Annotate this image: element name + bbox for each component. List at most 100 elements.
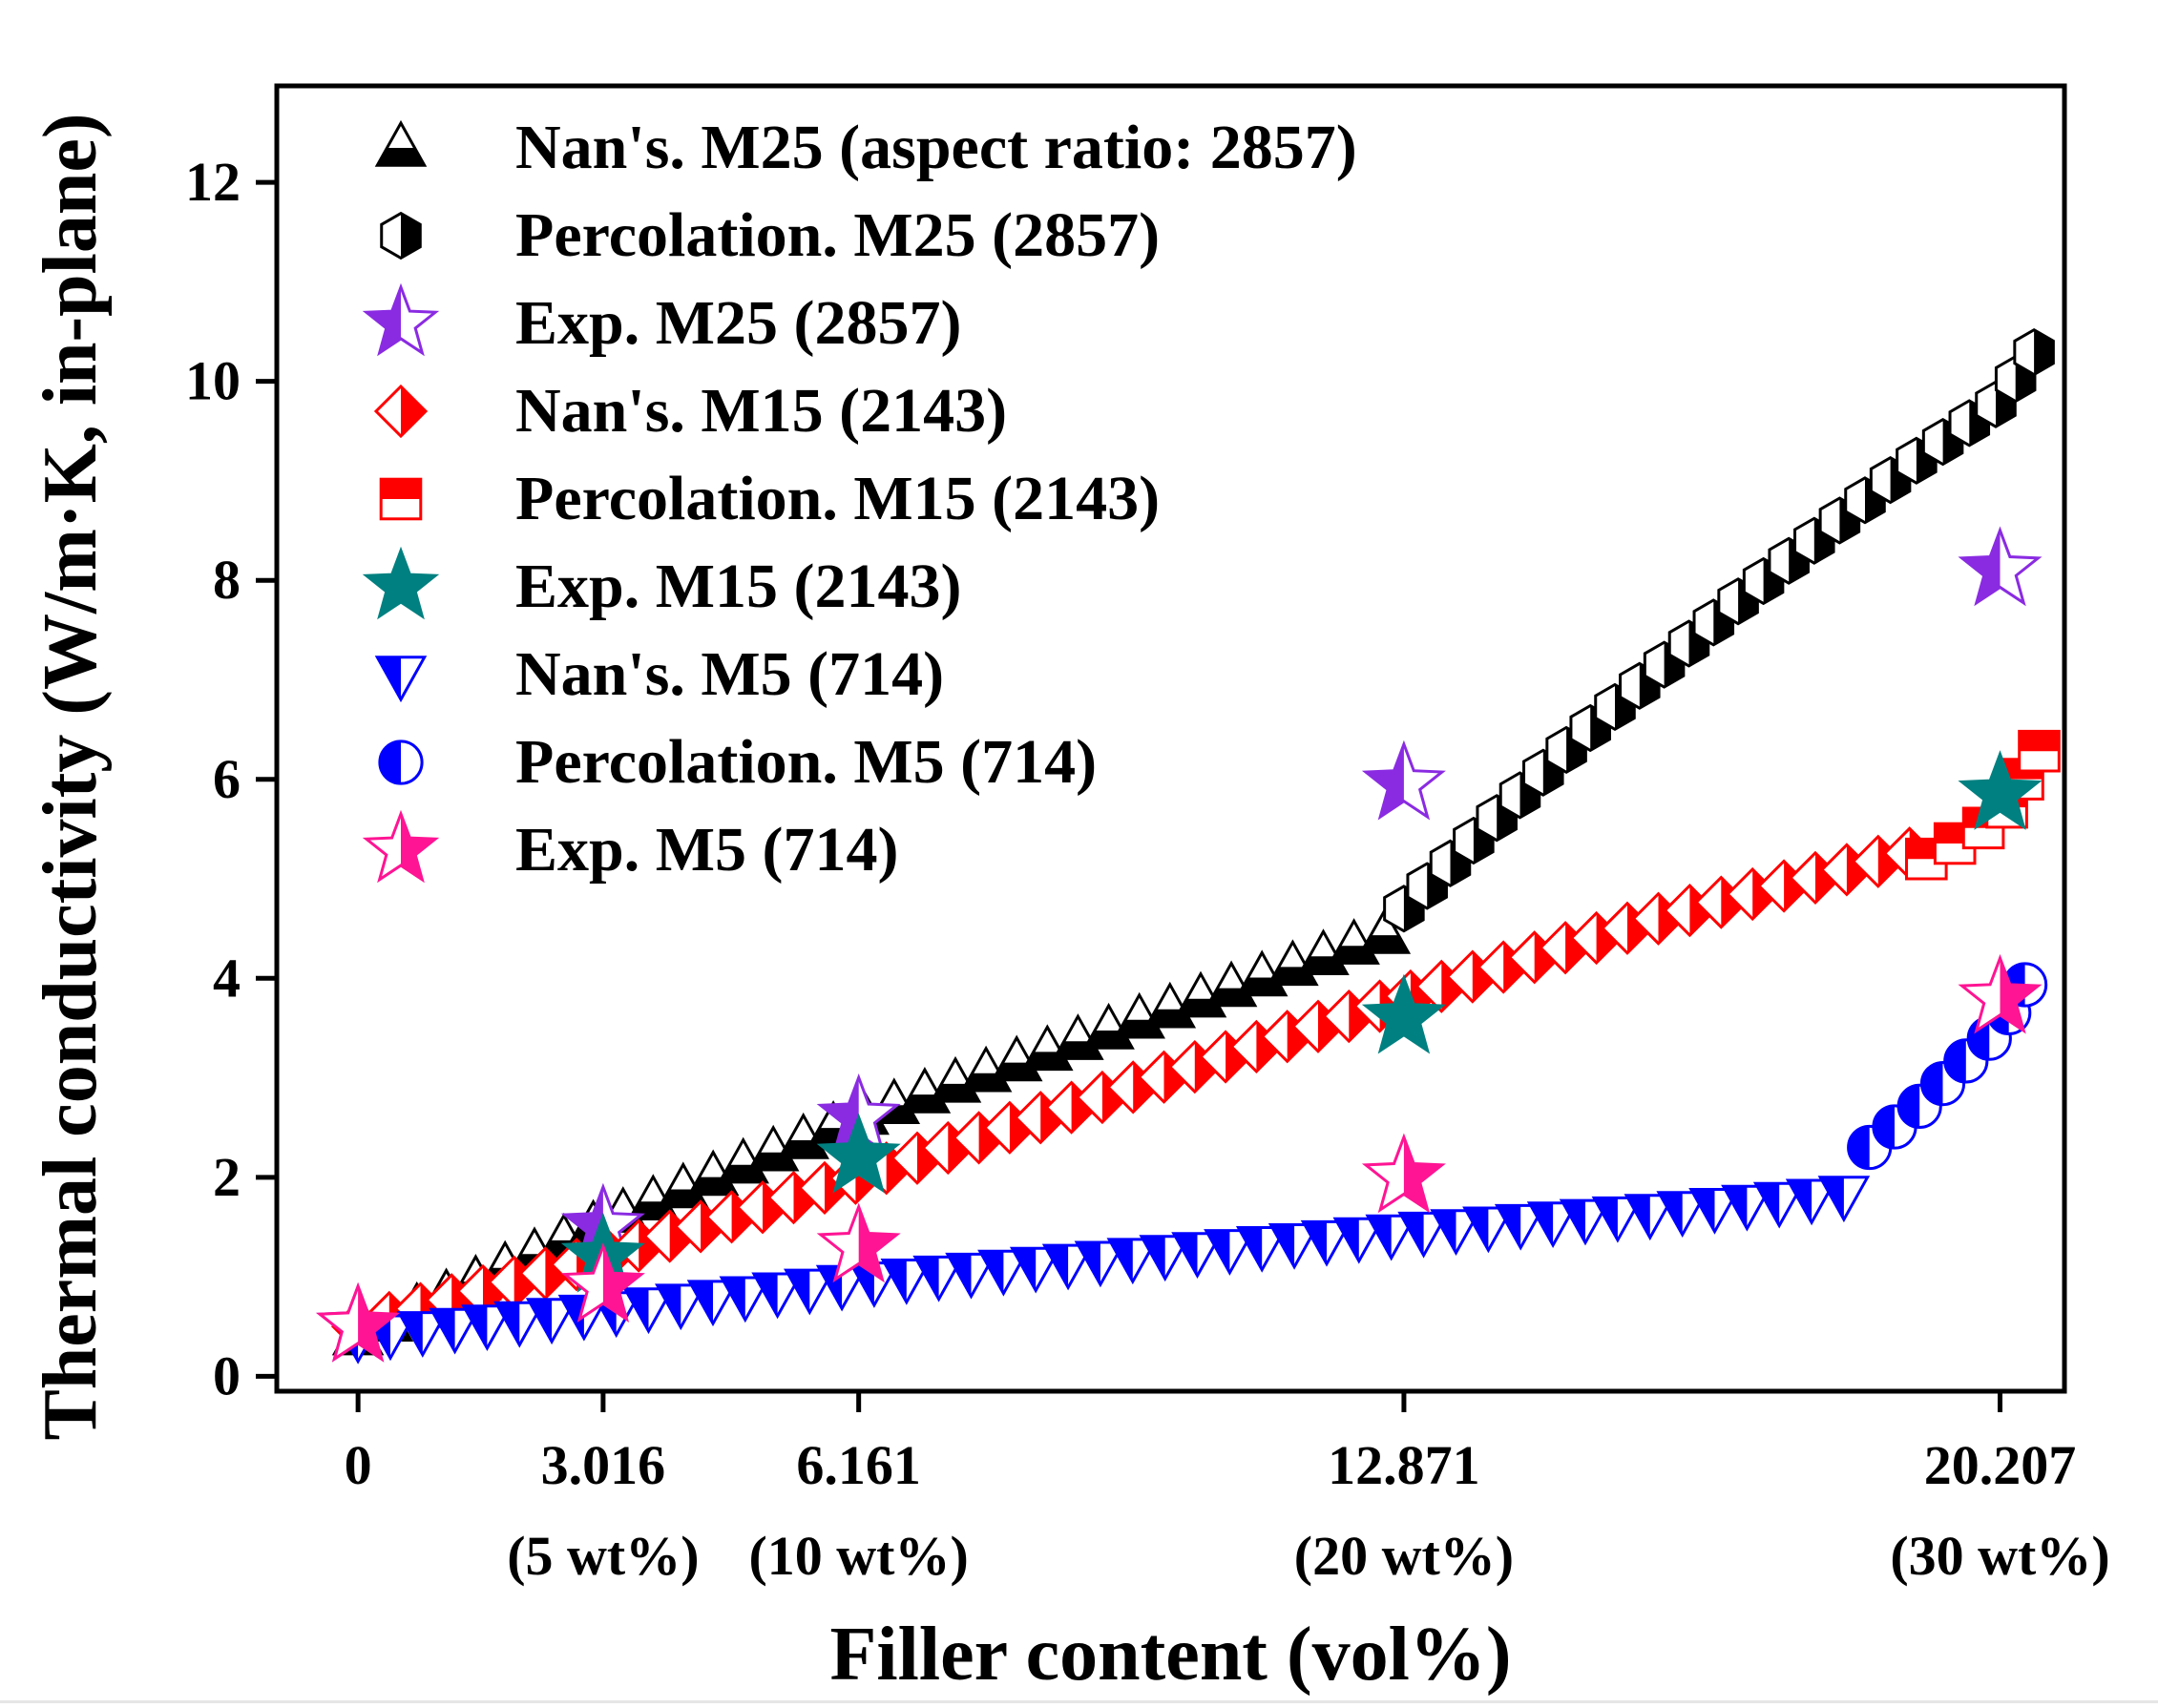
marker-fill: [401, 814, 436, 880]
series-8: [316, 953, 2043, 1363]
legend-item: Percolation. M15 (2143): [379, 464, 1160, 533]
marker-fill: [1071, 1082, 1097, 1133]
x-axis-title: Filler content (vol%): [830, 1613, 1512, 1697]
chart-marks: [316, 327, 2061, 1364]
marker-outline: [378, 739, 424, 785]
marker-outline: [396, 1311, 450, 1358]
data-point: [1494, 1203, 1547, 1251]
axes: 0 2 4 6 8 10 12 0 3.016 (5 wt%) 6.161 (10 wt%) 12.87…: [185, 151, 2110, 1587]
legend-item: Exp. M5 (714): [362, 809, 898, 885]
data-point: [1235, 1225, 1289, 1273]
y-tick-label: 0: [213, 1344, 241, 1406]
marker-outline: [880, 1258, 933, 1305]
legend-label: Exp. M15 (2143): [515, 552, 961, 621]
data-point: [1139, 1235, 1191, 1282]
data-point: [622, 1287, 675, 1335]
data-point: [1009, 1246, 1062, 1294]
legend-marker: [380, 211, 422, 260]
data-point: [686, 1280, 740, 1327]
series-1: [1383, 327, 2055, 933]
marker-outline: [1268, 1222, 1321, 1270]
legend-marker: [362, 809, 440, 884]
marker-outline: [1494, 1203, 1547, 1251]
marker-fill: [2034, 329, 2054, 375]
legend-item: Nan's. M15 (2143): [373, 376, 1007, 446]
marker-outline: [1397, 1211, 1450, 1259]
marker-fill: [2000, 958, 2039, 1031]
marker-fill: [1009, 1102, 1035, 1153]
marker-outline: [525, 1298, 578, 1345]
legend-item: Percolation. M5 (714): [378, 727, 1097, 797]
marker-outline: [1041, 1243, 1095, 1291]
marker-fill: [1101, 1073, 1127, 1122]
data-point: [1462, 1206, 1515, 1254]
y-tick-label: 10: [185, 350, 241, 412]
data-point: [784, 1268, 836, 1316]
marker-outline: [379, 477, 423, 521]
data-point: [1559, 1198, 1612, 1246]
data-point: [1332, 1217, 1386, 1264]
marker-fill: [1596, 913, 1622, 963]
marker-fill: [358, 1286, 397, 1360]
marker-fill: [1944, 1039, 1966, 1082]
marker-outline: [560, 1242, 645, 1323]
marker-outline: [1919, 1060, 1966, 1107]
marker-outline: [429, 1307, 481, 1355]
marker-outline: [1656, 1191, 1708, 1238]
marker-fill: [1365, 744, 1404, 817]
marker-outline: [1139, 1235, 1191, 1282]
marker-fill: [2019, 731, 2060, 752]
x-tick-sublabel: (10 wt%): [748, 1525, 968, 1587]
legend-marker: [379, 477, 423, 521]
x-tick-sublabel: (30 wt%): [1890, 1525, 2109, 1587]
y-tick-label: 4: [213, 947, 241, 1009]
marker-outline: [1958, 953, 2043, 1034]
marker-fill: [1846, 844, 1872, 895]
marker-fill: [1873, 1105, 1895, 1149]
marker-outline: [622, 1287, 675, 1335]
marker-outline: [719, 1276, 772, 1323]
marker-outline: [316, 1281, 401, 1363]
legend-marker: [374, 119, 428, 167]
marker-outline: [945, 1252, 997, 1300]
marker-outline: [1300, 1219, 1353, 1267]
marker-outline: [655, 1283, 707, 1331]
marker-fill: [1361, 935, 1409, 953]
data-point: [560, 1242, 645, 1323]
x-tick-sublabel: (5 wt%): [507, 1525, 699, 1587]
marker-fill: [513, 1257, 539, 1307]
data-point: [1721, 1184, 1773, 1232]
marker-fill: [1752, 869, 1778, 919]
marker-fill: [858, 1206, 897, 1280]
marker-outline: [1958, 526, 2043, 607]
data-point: [1106, 1238, 1160, 1285]
data-point: [316, 1281, 401, 1363]
y-tick-label: 12: [185, 151, 241, 213]
marker-fill: [379, 740, 401, 784]
marker-outline: [1430, 1209, 1482, 1256]
data-point: [1752, 1181, 1806, 1229]
marker-outline: [380, 211, 422, 260]
marker-outline: [1943, 1038, 1989, 1084]
marker-fill: [1349, 991, 1374, 1042]
marker-outline: [816, 1202, 901, 1283]
data-point: [848, 1261, 901, 1308]
series-3: [330, 826, 1937, 1354]
marker-outline: [1688, 1187, 1741, 1235]
legend-label: Exp. M25 (2857): [515, 288, 961, 358]
legend-marker: [362, 546, 440, 620]
marker-outline: [1361, 739, 1446, 821]
marker-fill: [886, 1143, 911, 1194]
marker-body: [1361, 973, 1446, 1054]
y-tick-label: 2: [213, 1146, 241, 1208]
data-point: [1656, 1191, 1708, 1238]
data-point: [1688, 1187, 1741, 1235]
data-point: [493, 1301, 546, 1348]
marker-outline: [1074, 1240, 1127, 1288]
data-point: [429, 1307, 481, 1355]
data-point: [1074, 1240, 1127, 1288]
data-point: [912, 1255, 965, 1302]
legend-label: Nan's. M5 (714): [515, 639, 944, 709]
marker-outline: [1171, 1232, 1224, 1279]
legend-marker: [374, 656, 428, 703]
